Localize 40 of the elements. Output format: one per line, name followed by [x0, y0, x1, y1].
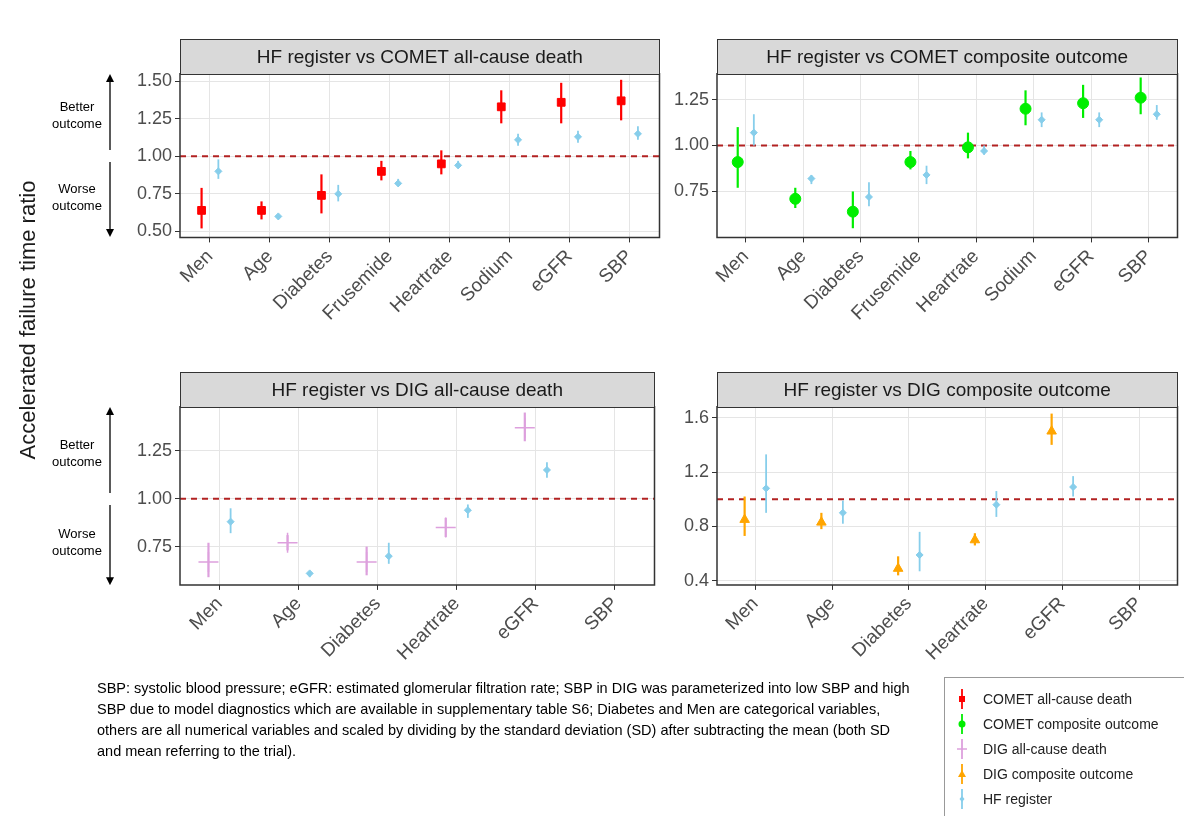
chart-title: HF register vs COMET all-cause death — [180, 38, 660, 75]
text: Worse outcome — [51, 179, 103, 214]
y-tick-label: 1.2 — [683, 461, 709, 482]
y-tick-label: 0.75 — [673, 180, 709, 201]
legend-label: DIG all-cause death — [983, 740, 1107, 757]
y-tick-label: 1.00 — [136, 145, 172, 166]
y-tick-label: 1.6 — [683, 406, 709, 427]
x-tick-label: Men — [711, 245, 753, 287]
y-tick-label: 1.00 — [136, 487, 172, 508]
chart-title: HF register vs COMET composite outcome — [717, 38, 1178, 75]
legend-label: COMET all-cause death — [983, 690, 1133, 707]
x-tick-label: Age — [266, 592, 306, 632]
chart-title: HF register vs DIG composite outcome — [717, 371, 1178, 408]
y-tick-label: 0.75 — [136, 535, 172, 556]
y-tick-label: 1.25 — [136, 439, 172, 460]
x-tick-label: Men — [185, 592, 227, 634]
x-tick-label: Age — [799, 592, 839, 632]
y-tick-label: 0.75 — [136, 182, 172, 203]
y-tick-label: 1.00 — [673, 134, 709, 155]
x-tick-label: Age — [237, 245, 277, 284]
y-tick-label: 1.50 — [136, 70, 172, 91]
y-tick-label: 1.25 — [673, 88, 709, 109]
legend-label: HF register — [983, 790, 1053, 807]
text: SBP: systolic blood pressure; eGFR: estimated glomerular filtration rate; SBP in DIG was parameterized into low SBP and high SBP due to model diagnostics which are available in supplementary table S6; Diabetes and Men are categorical variables, others are all numerical variables and scaled by dividing by the standard deviation (SD) after subtracting the mean (both SD and mean referring to the trial). — [97, 679, 911, 761]
x-tick-label: SBP — [1113, 245, 1156, 287]
legend-label: DIG composite outcome — [983, 765, 1134, 782]
y-tick-label: 1.25 — [136, 107, 172, 128]
x-tick-label: Age — [771, 245, 810, 284]
text: Better outcome — [51, 435, 103, 470]
x-tick-label: Men — [720, 592, 762, 634]
x-tick-label: Men — [175, 245, 217, 287]
y-axis-title: Accelerated failure time ratio — [14, 180, 41, 460]
chart-title: HF register vs DIG all-cause death — [180, 371, 655, 408]
y-tick-label: 0.8 — [683, 515, 709, 536]
text: Worse outcome — [51, 524, 103, 559]
text: Better outcome — [51, 98, 103, 133]
legend-label: COMET composite outcome — [983, 715, 1159, 732]
y-tick-label: 0.50 — [136, 220, 172, 241]
y-tick-label: 0.4 — [683, 569, 709, 590]
x-tick-label: SBP — [594, 245, 637, 287]
